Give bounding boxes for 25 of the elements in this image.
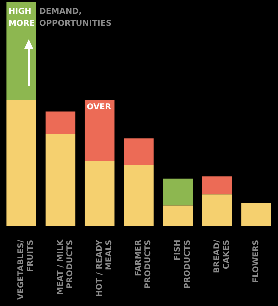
annotation: OPPORTUNITIES	[39, 19, 112, 28]
x-tick-label: FLOWERS	[252, 240, 261, 284]
x-tick-label: HOT / READY MEALS	[94, 240, 114, 298]
annotation: MORE	[8, 19, 36, 28]
bar	[46, 134, 76, 226]
x-tick-label: BREAD/ CAKES	[212, 240, 231, 274]
x-tick-label: FISH PRODUCTS	[173, 240, 192, 290]
bar	[84, 100, 115, 161]
bar	[163, 206, 194, 226]
bar	[163, 178, 194, 206]
annotation: OVER	[86, 102, 112, 112]
bar	[124, 138, 154, 166]
bar	[84, 161, 115, 226]
x-tick-label: VEGETABLES/ FRUITS	[16, 240, 36, 300]
annotation: DEMAND,	[39, 7, 82, 16]
bar	[6, 2, 36, 101]
bar	[202, 176, 232, 195]
bar	[124, 165, 154, 226]
annotation: HIGH	[8, 7, 32, 16]
bar	[6, 100, 36, 226]
bar	[202, 194, 232, 226]
bar	[242, 204, 272, 226]
x-tick-label: MEAT / MILK PRODUCTS	[56, 239, 74, 296]
x-tick-label: FARMER PRODUCTS	[134, 240, 153, 290]
bar	[46, 112, 76, 134]
